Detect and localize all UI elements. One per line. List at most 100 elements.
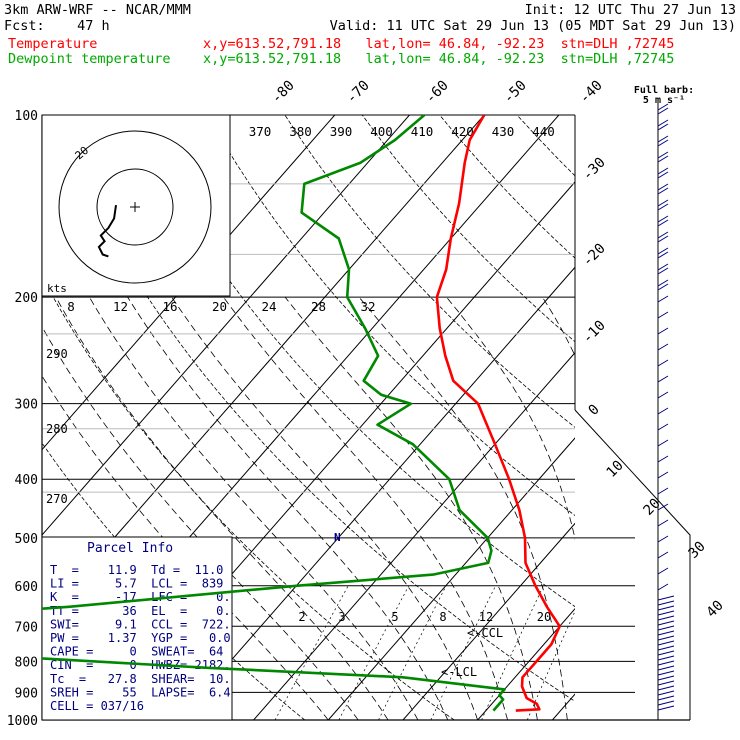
wind-barb [657, 155, 669, 163]
pw-scale-label: 32 [360, 299, 375, 314]
parcel-info-row: TT = 36 EL = 0. [50, 604, 231, 618]
wind-barb [657, 600, 675, 606]
theta-e-label: 380 [289, 124, 312, 139]
parcel-info-row: K = -17 LFC = 0. [50, 590, 231, 604]
dewpoint-legend-label: Dewpoint temperature [8, 51, 171, 67]
pressure-tick-label: 1000 [7, 714, 38, 729]
model-title: 3km ARW-WRF -- NCAR/MMM [4, 2, 191, 18]
wind-barb [657, 135, 669, 143]
mixing-ratio-line [338, 585, 410, 720]
wind-barb [657, 199, 669, 207]
wind-barb [657, 107, 669, 115]
ccl-marker: <-CCL [467, 626, 503, 640]
wind-barb [657, 519, 669, 527]
mixing-ratio-label: 12 [479, 610, 493, 624]
pressure-tick-label: 600 [15, 580, 38, 595]
hodograph-trace [97, 204, 117, 258]
isotherm-line [178, 266, 575, 720]
wind-barb [657, 487, 669, 495]
level-marker-n: N [334, 531, 341, 544]
pw-scale-label: 12 [113, 299, 128, 314]
isotherm-line [402, 522, 575, 720]
parcel-info-row: CAPE = 0 SWEAT= 64 [50, 645, 223, 659]
moist-adiabat [284, 296, 538, 720]
parcel-info-row: PW = 1.37 YGP = 0.0 [50, 631, 231, 645]
wind-barb [657, 203, 669, 211]
wind-barb [657, 103, 669, 111]
wind-barb [657, 359, 669, 367]
wind-barb [657, 283, 669, 291]
dry-adiabat [594, 115, 740, 720]
valid-time: Valid: 11 UTC Sat 29 Jun 13 (05 MDT Sat … [329, 18, 736, 34]
wind-barb [657, 267, 669, 275]
wind-barb [657, 655, 675, 661]
wind-barb [657, 123, 669, 131]
wind-barb [657, 665, 675, 671]
wind-barb [657, 439, 669, 447]
pressure-tick-label: 100 [15, 109, 38, 124]
dry-adiabat [672, 115, 740, 720]
wind-barb [657, 610, 675, 616]
theta-e-label: 410 [411, 124, 434, 139]
isotherm-label: 30 [686, 539, 709, 562]
mixing-ratio-label: 20 [537, 610, 551, 624]
mixing-ratio-line [378, 585, 447, 720]
wind-barb [657, 605, 675, 611]
hodograph-units-label: kts [47, 282, 67, 295]
mixing-ratio-label: 3 [338, 610, 345, 624]
temperature-profile [435, 115, 561, 712]
theta-e-label: 400 [370, 124, 393, 139]
isotherm-label: -50 [501, 78, 530, 107]
wind-barb [657, 700, 675, 706]
mixing-ratio-line [430, 585, 496, 720]
wind-barb [657, 311, 669, 319]
isotherm-label: 10 [604, 458, 627, 481]
isotherm-line [477, 608, 575, 720]
wind-barb [657, 167, 669, 175]
wind-barb [657, 660, 675, 666]
wind-barb [657, 455, 669, 463]
wind-barb [657, 235, 669, 243]
mixing-ratio-label: 8 [439, 610, 446, 624]
isotherm-line [702, 115, 740, 720]
isotherm-label: 20 [641, 496, 664, 519]
mixing-ratio-label: 2 [298, 610, 305, 624]
theta-e-label: 440 [532, 124, 555, 139]
parcel-info-title: Parcel Info [87, 541, 173, 556]
isotherm-line [42, 115, 410, 536]
mixing-ratio-line [526, 610, 575, 720]
pressure-tick-label: 300 [15, 398, 38, 413]
isotherm-line [253, 351, 575, 720]
isotherm-label: -10 [580, 318, 609, 347]
moist-adiabat [358, 296, 568, 720]
mixing-ratio-line [481, 585, 544, 720]
wind-barb [657, 685, 675, 691]
pressure-tick-label: 500 [15, 532, 38, 547]
wind-barb [657, 263, 669, 271]
temperature-legend-info: x,y=613.52,791.18 lat,lon= 46.84, -92.23… [203, 36, 675, 52]
theta-label: 290 [46, 347, 68, 361]
isotherm-label: -70 [344, 78, 373, 107]
isotherm-label: -80 [269, 78, 298, 107]
wind-barb [657, 247, 669, 255]
pw-scale-label: 20 [212, 299, 227, 314]
parcel-info-row: Tc = 27.8 SHEAR= 10. [50, 672, 231, 686]
forecast-hour: Fcst: 47 h [4, 18, 110, 34]
pw-scale-label: 28 [311, 299, 326, 314]
wind-barb [657, 391, 669, 399]
wind-barb [657, 695, 675, 701]
wind-barb [657, 635, 675, 641]
wind-barb [657, 215, 669, 223]
wind-barb [657, 231, 669, 239]
isotherm-line [327, 437, 575, 720]
wind-barb [657, 705, 675, 711]
wind-barb [657, 630, 675, 636]
theta-e-label: 420 [451, 124, 474, 139]
mixing-ratio-line [588, 586, 644, 720]
lcl-marker: <-LCL [441, 665, 477, 679]
isotherm-label: -60 [423, 78, 452, 107]
wind-barb [657, 567, 669, 575]
wind-barb [657, 139, 669, 147]
theta-e-label: 430 [492, 124, 515, 139]
